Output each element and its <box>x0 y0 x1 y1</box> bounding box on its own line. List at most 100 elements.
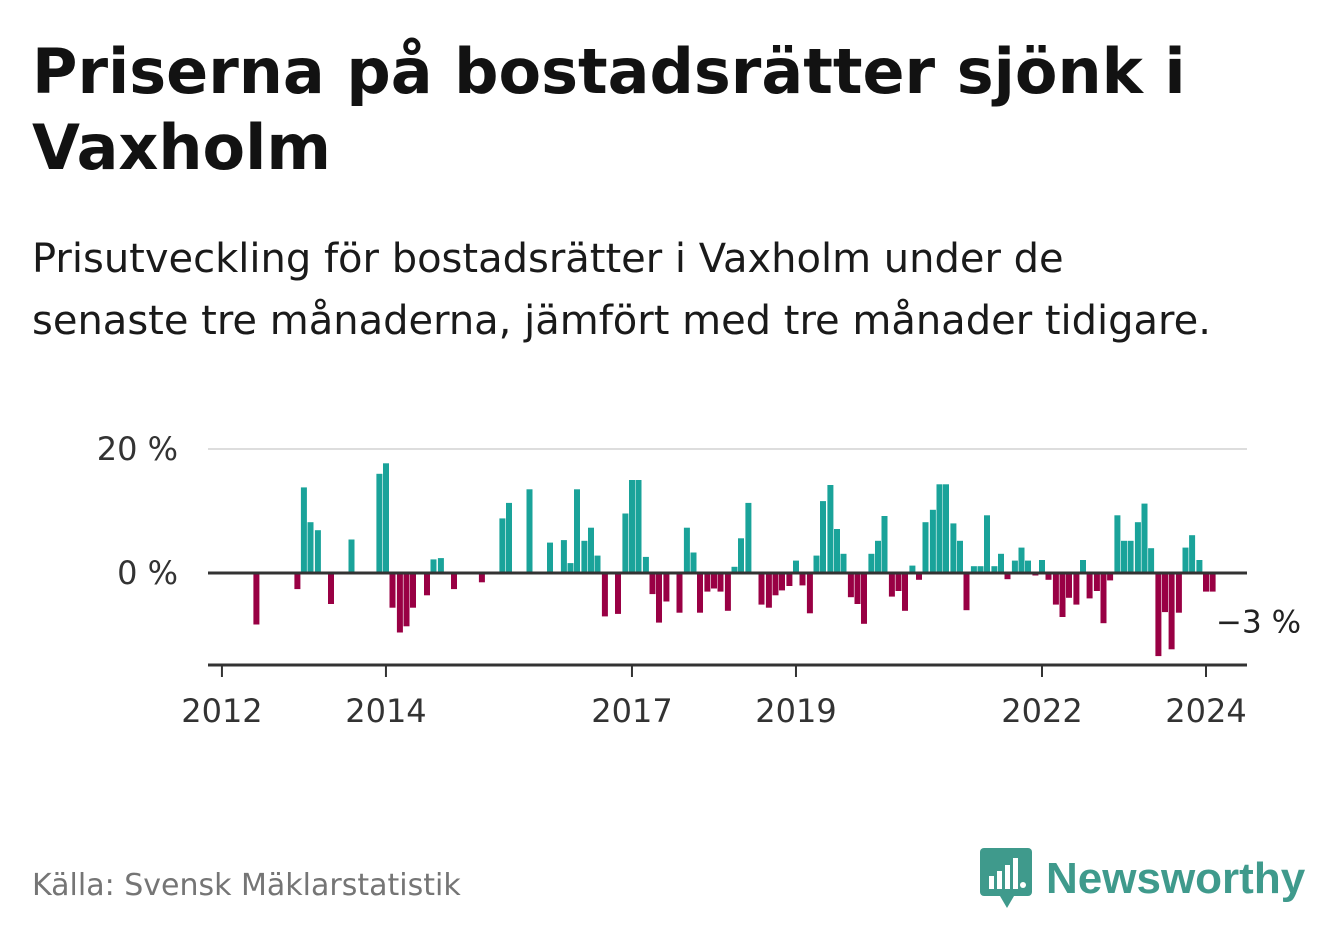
bar-positive <box>560 540 567 573</box>
bar-negative <box>601 573 608 617</box>
bar-negative <box>765 573 772 608</box>
bar-positive <box>868 553 875 573</box>
bar-positive <box>499 518 506 573</box>
newsworthy-logo-text: Newsworthy <box>1046 854 1306 903</box>
bar-positive <box>300 487 307 573</box>
bar-negative <box>1155 573 1162 657</box>
bar-positive <box>875 540 881 573</box>
bar-positive <box>950 523 957 573</box>
bar-positive <box>929 509 936 573</box>
bar-negative <box>711 573 717 589</box>
bar-positive <box>731 566 738 573</box>
bar-negative <box>451 573 457 590</box>
bar-positive <box>1080 560 1086 573</box>
bar-positive <box>793 560 799 573</box>
bar-negative <box>649 573 656 595</box>
bar-positive <box>635 480 642 573</box>
bar-positive <box>348 539 355 573</box>
newsworthy-logo-icon <box>980 848 1032 908</box>
bar-positive <box>943 484 949 573</box>
bar-positive <box>437 558 444 573</box>
bar-positive <box>909 565 916 573</box>
bar-positive <box>977 566 984 573</box>
bar-negative <box>1066 573 1072 598</box>
bar-positive <box>738 538 744 573</box>
bar-positive <box>594 555 601 573</box>
y-tick-label: 20 % <box>97 430 178 468</box>
bar-negative <box>758 573 765 605</box>
bar-negative <box>1073 573 1080 605</box>
bar-positive <box>683 527 690 573</box>
bar-positive <box>567 563 574 573</box>
x-tick-label: 2022 <box>1001 692 1082 730</box>
bar-positive <box>506 502 512 573</box>
bar-positive <box>936 484 943 573</box>
bar-negative <box>799 573 806 586</box>
bar-negative <box>772 573 779 596</box>
bar-positive <box>1018 547 1025 573</box>
bar-negative <box>902 573 908 611</box>
newsworthy-logo[interactable]: Newsworthy <box>980 848 1305 910</box>
bar-negative <box>403 573 410 627</box>
bar-negative <box>328 573 334 604</box>
bar-positive <box>1039 560 1045 573</box>
bar-positive <box>745 502 752 573</box>
bar-negative <box>615 573 621 614</box>
bar-positive <box>314 530 321 573</box>
bar-positive <box>547 542 553 573</box>
bar-negative <box>663 573 670 602</box>
bar-negative <box>1175 573 1182 613</box>
bar-negative <box>410 573 416 608</box>
bar-negative <box>1004 573 1011 580</box>
x-tick-label: 2012 <box>181 692 262 730</box>
bar-negative <box>1059 573 1066 617</box>
bar-negative <box>478 573 485 583</box>
chart-subtitle: Prisutveckling för bostadsrätter i Vaxho… <box>32 236 1211 344</box>
bar-positive <box>1196 560 1203 573</box>
bar-negative <box>1203 573 1209 592</box>
x-tick-label: 2014 <box>345 692 426 730</box>
bar-positive <box>622 513 629 573</box>
bar-negative <box>294 573 301 590</box>
bar-negative <box>656 573 662 623</box>
bar-positive <box>840 553 847 573</box>
bar-negative <box>253 573 260 625</box>
bar-positive <box>834 529 840 573</box>
bar-positive <box>1127 540 1134 573</box>
bar-positive <box>1148 548 1155 573</box>
bar-negative <box>779 573 785 591</box>
bar-positive <box>581 540 588 573</box>
bar-negative <box>888 573 895 597</box>
bar-negative <box>424 573 430 596</box>
bar-negative <box>1107 573 1114 581</box>
bar-negative <box>1162 573 1168 613</box>
bar-positive <box>526 489 533 573</box>
x-tick-label: 2024 <box>1165 692 1246 730</box>
bar-positive <box>690 552 697 573</box>
bar-positive <box>430 559 437 573</box>
bar-negative <box>389 573 396 608</box>
bar-positive <box>307 522 314 573</box>
bar-negative <box>1100 573 1107 624</box>
bar-negative <box>1168 573 1175 650</box>
bar-chart: 20 % 0 % 2012 2014 2017 2019 2022 2024 −3 % <box>97 430 1301 730</box>
bar-positive <box>984 515 990 573</box>
bar-positive <box>970 566 977 573</box>
bar-positive <box>922 522 929 573</box>
bar-negative <box>697 573 703 613</box>
bar-positive <box>1141 503 1148 573</box>
x-tick-label: 2019 <box>755 692 836 730</box>
y-tick-label: 0 % <box>117 554 178 592</box>
bar-positive <box>998 553 1004 573</box>
source-note: Källa: Svensk Mäklarstatistik <box>32 868 461 903</box>
bar-positive <box>820 501 826 573</box>
bar-positive <box>991 566 998 573</box>
bar-negative <box>704 573 711 592</box>
bar-negative <box>963 573 970 611</box>
bar-negative <box>847 573 854 598</box>
bar-negative <box>717 573 724 592</box>
bar-negative <box>854 573 861 604</box>
bar-negative <box>1045 573 1052 580</box>
bar-positive <box>881 516 888 573</box>
bar-positive <box>1025 560 1031 573</box>
